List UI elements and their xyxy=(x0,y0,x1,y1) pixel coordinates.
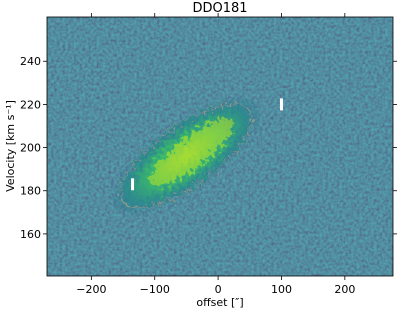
y-tick-label: 220 xyxy=(20,98,41,111)
y-tick-label: 200 xyxy=(20,142,41,155)
x-tick-label: 100 xyxy=(271,283,292,296)
plot-frame xyxy=(46,16,394,277)
x-tick-label: −100 xyxy=(140,283,170,296)
x-tick-label: 200 xyxy=(334,283,355,296)
x-tick-label: −200 xyxy=(76,283,106,296)
chart-title: DDO181 xyxy=(192,1,247,16)
x-axis-label: offset [″] xyxy=(196,296,243,309)
y-tick-label: 180 xyxy=(20,185,41,198)
x-tick-label: 0 xyxy=(215,283,222,296)
y-axis-label: Velocity [km s⁻¹] xyxy=(4,100,17,192)
y-tick-label: 240 xyxy=(20,55,41,68)
image xyxy=(47,17,393,276)
y-tick-label: 160 xyxy=(20,228,41,241)
